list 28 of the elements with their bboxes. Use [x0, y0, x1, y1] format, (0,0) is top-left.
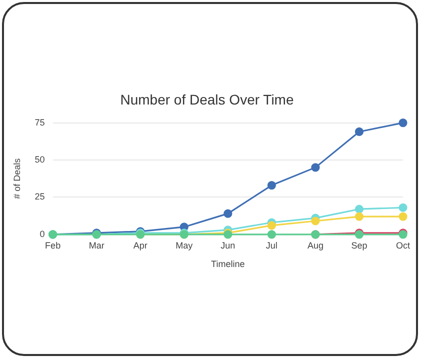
x-tick-label: Oct: [396, 240, 410, 250]
point: [398, 118, 408, 128]
point: [354, 212, 364, 221]
point: [354, 204, 364, 214]
point: [354, 127, 364, 136]
x-axis-title: Timeline: [211, 259, 245, 270]
y-tick-label: 75: [34, 117, 45, 128]
x-tick-label: May: [176, 240, 194, 250]
point: [224, 209, 232, 218]
y-axis-title: # of Deals: [12, 158, 22, 199]
x-tick-label: Mar: [88, 240, 104, 250]
x-tick-label: Sep: [351, 240, 368, 250]
point: [311, 163, 320, 172]
x-tick-label: Jul: [266, 240, 278, 250]
x-tick-label: Jun: [220, 240, 236, 250]
y-tick-label: 0: [40, 228, 45, 239]
x-tick-label: Feb: [45, 240, 61, 250]
point: [398, 212, 408, 221]
point: [267, 230, 276, 239]
point: [267, 221, 276, 230]
point: [398, 203, 408, 212]
chart-title: Number of Deals Over Time: [120, 91, 294, 108]
x-tick-label: Aug: [307, 240, 324, 250]
x-tick-label: Apr: [133, 240, 148, 250]
point: [311, 216, 320, 226]
y-tick-label: 25: [34, 192, 45, 202]
y-tick-label: 50: [34, 154, 45, 164]
point: [267, 180, 276, 190]
